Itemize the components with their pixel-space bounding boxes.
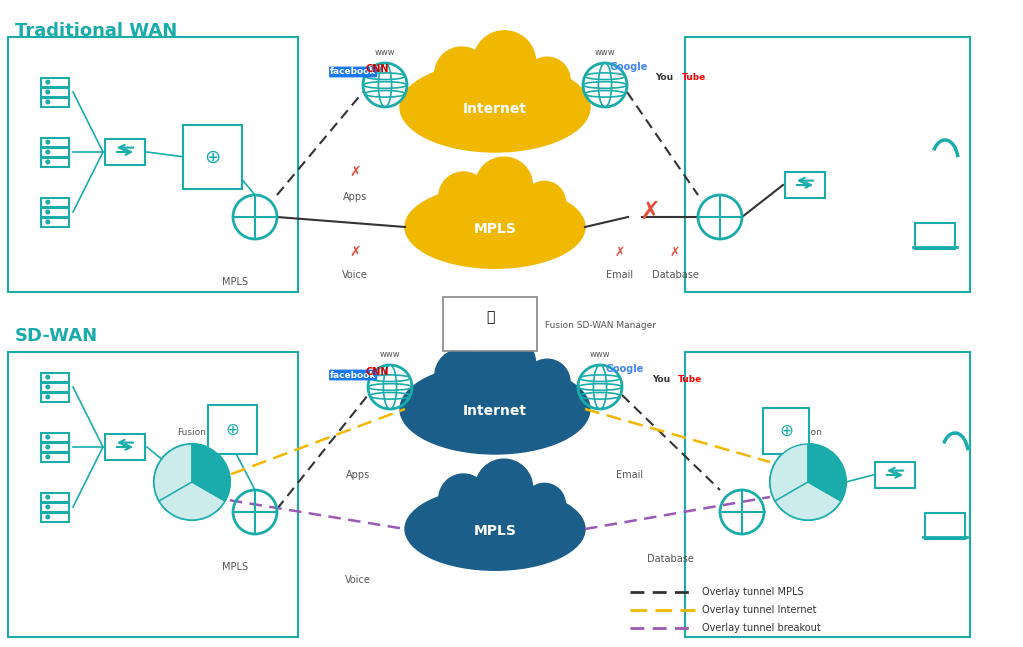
Text: facebook: facebook — [330, 67, 376, 76]
Text: 🖥: 🖥 — [486, 310, 494, 324]
Ellipse shape — [400, 62, 590, 152]
Text: Overlay tunnel Internet: Overlay tunnel Internet — [702, 605, 816, 615]
Wedge shape — [770, 444, 808, 501]
Text: facebook: facebook — [330, 67, 376, 76]
Circle shape — [46, 150, 49, 154]
FancyBboxPatch shape — [8, 352, 298, 637]
Text: Internet: Internet — [463, 102, 527, 116]
Text: ✗: ✗ — [615, 245, 625, 259]
Text: Fusion: Fusion — [794, 428, 822, 437]
Circle shape — [46, 375, 49, 379]
Text: Google: Google — [605, 364, 643, 374]
Text: CNN: CNN — [365, 64, 389, 74]
Text: Fusion: Fusion — [178, 428, 207, 437]
Circle shape — [46, 505, 49, 509]
FancyBboxPatch shape — [183, 125, 242, 189]
Text: Tube: Tube — [678, 375, 702, 384]
Text: Tube: Tube — [682, 72, 706, 82]
Text: ✗: ✗ — [349, 245, 361, 259]
Wedge shape — [160, 482, 225, 520]
Circle shape — [524, 483, 566, 525]
Wedge shape — [808, 444, 846, 501]
Circle shape — [46, 210, 49, 214]
Circle shape — [474, 333, 536, 395]
Text: Database: Database — [652, 270, 699, 280]
Text: MPLS: MPLS — [222, 562, 248, 572]
Text: Google: Google — [610, 62, 649, 72]
Circle shape — [770, 444, 846, 520]
Text: MPLS: MPLS — [474, 524, 517, 538]
Ellipse shape — [405, 488, 585, 570]
Circle shape — [46, 445, 49, 449]
Circle shape — [524, 181, 566, 223]
Text: ✗: ✗ — [639, 200, 661, 224]
Circle shape — [154, 444, 230, 520]
Text: Overlay tunnel breakout: Overlay tunnel breakout — [702, 623, 820, 633]
Text: CNN: CNN — [365, 367, 389, 377]
Circle shape — [46, 455, 49, 459]
Circle shape — [46, 385, 49, 389]
FancyBboxPatch shape — [685, 37, 970, 292]
Circle shape — [439, 172, 488, 221]
Circle shape — [46, 515, 49, 519]
Text: MPLS: MPLS — [474, 222, 517, 236]
Wedge shape — [154, 444, 192, 501]
Circle shape — [46, 90, 49, 94]
Text: www: www — [589, 350, 611, 359]
Text: ✗: ✗ — [349, 165, 361, 179]
Text: Traditional WAN: Traditional WAN — [15, 22, 177, 40]
Circle shape — [46, 80, 49, 84]
Wedge shape — [775, 482, 841, 520]
Circle shape — [439, 474, 488, 523]
Circle shape — [46, 140, 49, 144]
Circle shape — [46, 435, 49, 439]
Wedge shape — [192, 444, 230, 501]
Circle shape — [46, 201, 49, 204]
Text: ✗: ✗ — [670, 245, 680, 259]
Circle shape — [46, 395, 49, 399]
Ellipse shape — [405, 186, 585, 269]
Text: www: www — [380, 350, 400, 359]
Text: Internet: Internet — [463, 404, 527, 418]
FancyBboxPatch shape — [208, 405, 257, 454]
Text: You: You — [652, 375, 670, 384]
Circle shape — [525, 57, 570, 103]
Circle shape — [525, 359, 570, 405]
FancyBboxPatch shape — [443, 297, 537, 351]
Text: Overlay tunnel MPLS: Overlay tunnel MPLS — [702, 587, 804, 597]
Circle shape — [46, 100, 49, 104]
Text: MPLS: MPLS — [222, 277, 248, 287]
Text: Apps: Apps — [343, 192, 367, 202]
Circle shape — [46, 160, 49, 164]
Text: www: www — [594, 48, 615, 57]
Circle shape — [435, 47, 489, 101]
Circle shape — [46, 496, 49, 499]
Text: ⊕: ⊕ — [780, 422, 793, 440]
Text: Voice: Voice — [345, 575, 371, 585]
FancyBboxPatch shape — [8, 37, 298, 292]
Circle shape — [476, 157, 533, 214]
Text: ⊕: ⊕ — [225, 421, 239, 439]
Text: Fusion SD-WAN Manager: Fusion SD-WAN Manager — [545, 320, 656, 329]
Text: Email: Email — [617, 470, 643, 480]
Text: www: www — [374, 48, 395, 57]
Text: ⊕: ⊕ — [205, 148, 221, 166]
Circle shape — [46, 220, 49, 224]
Circle shape — [474, 31, 536, 93]
Text: facebook: facebook — [330, 371, 376, 380]
Text: Apps: Apps — [346, 470, 370, 480]
Text: facebook: facebook — [330, 371, 376, 380]
Text: You: You — [655, 72, 673, 82]
Circle shape — [435, 349, 489, 403]
FancyBboxPatch shape — [685, 352, 970, 637]
Text: SD-WAN: SD-WAN — [15, 327, 98, 345]
Ellipse shape — [400, 364, 590, 454]
Text: Voice: Voice — [342, 270, 368, 280]
Circle shape — [476, 459, 533, 516]
Text: Database: Database — [647, 554, 694, 564]
FancyBboxPatch shape — [763, 408, 809, 454]
Text: Email: Email — [607, 270, 633, 280]
